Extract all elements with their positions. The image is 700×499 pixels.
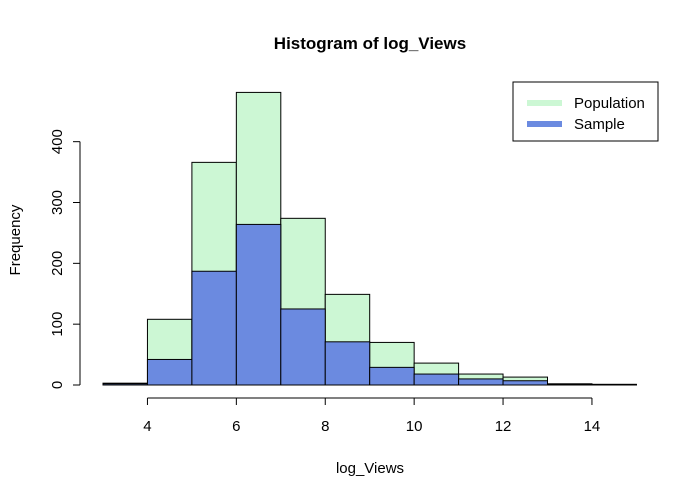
legend: Population Sample	[512, 81, 659, 142]
y-tick-label-100: 100	[49, 312, 66, 337]
sample-bar-4	[235, 223, 282, 386]
x-tick-label-14: 14	[584, 418, 601, 435]
sample-bar-7	[369, 366, 415, 386]
chart-title: Histogram of log_Views	[274, 34, 466, 53]
sample-bar-11	[547, 383, 593, 386]
x-axis-label: log_Views	[336, 460, 404, 477]
y-tick-label-200: 200	[49, 251, 66, 276]
x-tick-label-6: 6	[232, 418, 240, 435]
sample-legend-label: Sample	[574, 116, 625, 133]
x-tick-label-12: 12	[495, 418, 512, 435]
x-tick-label-10: 10	[406, 418, 423, 435]
x-tick-label-8: 8	[321, 418, 329, 435]
y-tick-label-300: 300	[49, 190, 66, 215]
legend-box	[512, 81, 659, 142]
y-tick-label-400: 400	[49, 129, 66, 154]
sample-bar-6	[324, 341, 371, 386]
sample-bar-10	[502, 380, 548, 386]
x-tick-label-4: 4	[143, 418, 151, 435]
y-tick-label-0: 0	[49, 381, 66, 389]
sample-bar-1	[102, 383, 148, 386]
sample-bar-3	[191, 270, 237, 386]
sample-bar-8	[413, 373, 460, 386]
sample-bar-5	[280, 308, 326, 386]
y-axis-label: Frequency	[7, 204, 24, 275]
population-legend-label: Population	[574, 95, 645, 112]
sample-bar-9	[458, 378, 504, 386]
y-axis: 0 100 200 300 400	[49, 129, 81, 389]
sample-bar-12	[591, 383, 637, 386]
sample-bar-2	[146, 358, 193, 386]
x-axis: 4 6 8 10 12 14	[143, 397, 601, 435]
sample-bars	[102, 223, 637, 386]
